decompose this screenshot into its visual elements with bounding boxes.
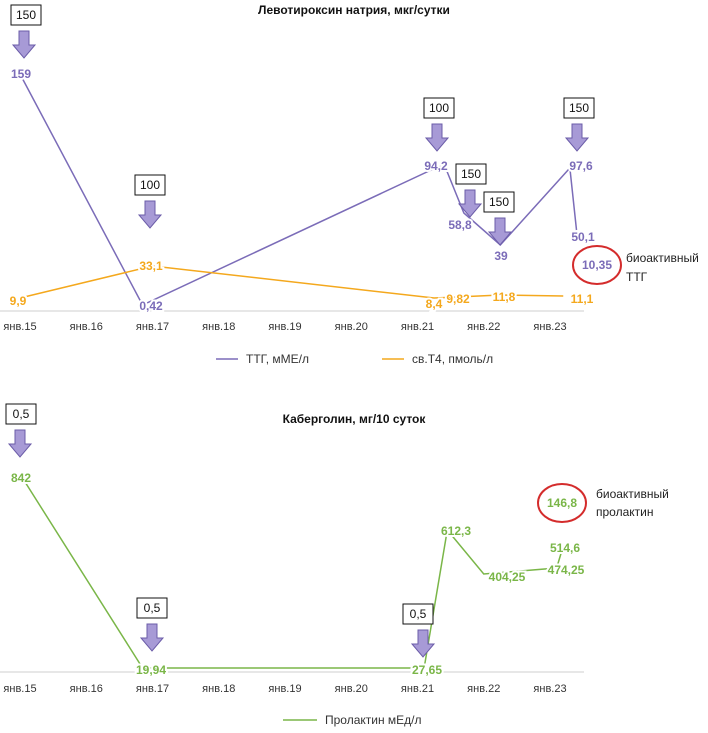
data-label: 514,6 — [550, 541, 580, 555]
down-arrow-icon — [11, 30, 37, 59]
data-label: 842 — [11, 471, 31, 485]
chart-panel-1: Левотироксин натрия, мкг/сутки янв.15 янв.… — [0, 3, 699, 366]
down-arrow-icon — [139, 623, 165, 652]
data-label: 39 — [494, 249, 508, 263]
bioactive-circle — [572, 245, 622, 285]
data-label: 19,94 — [136, 663, 166, 677]
down-arrow-icon — [7, 429, 33, 458]
bioactive-circle — [537, 483, 587, 523]
dose-label: 0,5 — [144, 601, 161, 615]
data-label: 33,1 — [139, 259, 163, 273]
x-tick-label: янв.21 — [401, 683, 434, 695]
bioactive-value: 10,35 — [582, 258, 612, 272]
series-line-2 — [19, 265, 564, 299]
series-line-1 — [19, 73, 578, 306]
data-label: 58,8 — [448, 218, 472, 232]
data-label: 11,8 — [493, 290, 516, 304]
chart-title: Левотироксин натрия, мкг/сутки — [258, 3, 450, 17]
data-label: 11,1 — [571, 292, 594, 306]
x-tick-label: янв.22 — [467, 683, 500, 695]
x-tick-label: янв.21 — [401, 321, 434, 333]
data-label: 612,3 — [441, 524, 471, 538]
down-arrow-icon — [424, 123, 450, 152]
x-tick-label: янв.15 — [3, 321, 36, 333]
x-tick-label: янв.23 — [533, 321, 566, 333]
x-tick-label: янв.20 — [335, 683, 368, 695]
x-tick-label: янв.17 — [136, 683, 169, 695]
x-tick-label: янв.17 — [136, 321, 169, 333]
legend-label: ТТГ, мМЕ/л — [246, 352, 309, 366]
x-tick-label: янв.16 — [70, 683, 103, 695]
legend: Пролактин мЕд/л — [283, 713, 422, 727]
x-tick-label: янв.16 — [70, 321, 103, 333]
x-tick-label: янв.19 — [268, 683, 301, 695]
x-tick-label: янв.18 — [202, 321, 235, 333]
x-tick-label: янв.20 — [335, 321, 368, 333]
dose-box — [483, 191, 515, 213]
x-tick-label: янв.19 — [268, 321, 301, 333]
down-arrow-icon — [457, 189, 483, 218]
legend-label: Пролактин мЕд/л — [325, 713, 422, 727]
data-label: 404,25 — [489, 570, 526, 584]
dose-box — [134, 174, 166, 196]
dose-label: 150 — [489, 195, 509, 209]
data-label: 0,42 — [139, 299, 163, 313]
x-tick-label: янв.22 — [467, 321, 500, 333]
bioactive-note: ТТГ — [626, 270, 648, 284]
data-label: 9,82 — [446, 292, 470, 306]
dose-box — [455, 163, 487, 185]
data-label: 8,4 — [426, 297, 443, 311]
bioactive-note: биоактивный — [626, 251, 699, 265]
x-tick-label: янв.23 — [533, 683, 566, 695]
data-label: 159 — [11, 67, 31, 81]
down-arrow-icon — [487, 217, 513, 246]
data-label: 27,65 — [412, 663, 442, 677]
dose-box — [136, 597, 168, 619]
data-label: 94,2 — [424, 159, 448, 173]
dose-label: 0,5 — [13, 407, 30, 421]
series-line-1 — [19, 473, 564, 669]
data-label: 474,25 — [548, 563, 585, 577]
down-arrow-icon — [137, 200, 163, 229]
legend: ТТГ, мМЕ/л св.Т4, пмоль/л — [216, 352, 493, 366]
data-label: 50,1 — [571, 230, 595, 244]
bioactive-value: 146,8 — [547, 496, 577, 510]
legend-label: св.Т4, пмоль/л — [412, 352, 493, 366]
dose-box — [423, 97, 455, 119]
down-arrow-icon — [410, 629, 436, 658]
bioactive-note: пролактин — [596, 505, 653, 519]
dose-label: 150 — [16, 8, 36, 22]
data-label: 97,6 — [569, 159, 593, 173]
dose-box — [402, 603, 434, 625]
dose-box — [563, 97, 595, 119]
bioactive-note: биоактивный — [596, 487, 669, 501]
down-arrow-icon — [564, 123, 590, 152]
x-tick-label: янв.15 — [3, 683, 36, 695]
x-tick-label: янв.18 — [202, 683, 235, 695]
dose-label: 100 — [429, 101, 449, 115]
dose-label: 0,5 — [410, 607, 427, 621]
chart-panel-2: Каберголин, мг/10 суток янв.15 янв.16 янв.1… — [0, 403, 669, 727]
dose-box — [10, 4, 42, 26]
data-label: 9,9 — [10, 294, 27, 308]
dose-label: 150 — [569, 101, 589, 115]
dose-label: 100 — [140, 178, 160, 192]
dose-label: 150 — [461, 167, 481, 181]
chart-title: Каберголин, мг/10 суток — [283, 412, 427, 426]
dose-box — [5, 403, 37, 425]
